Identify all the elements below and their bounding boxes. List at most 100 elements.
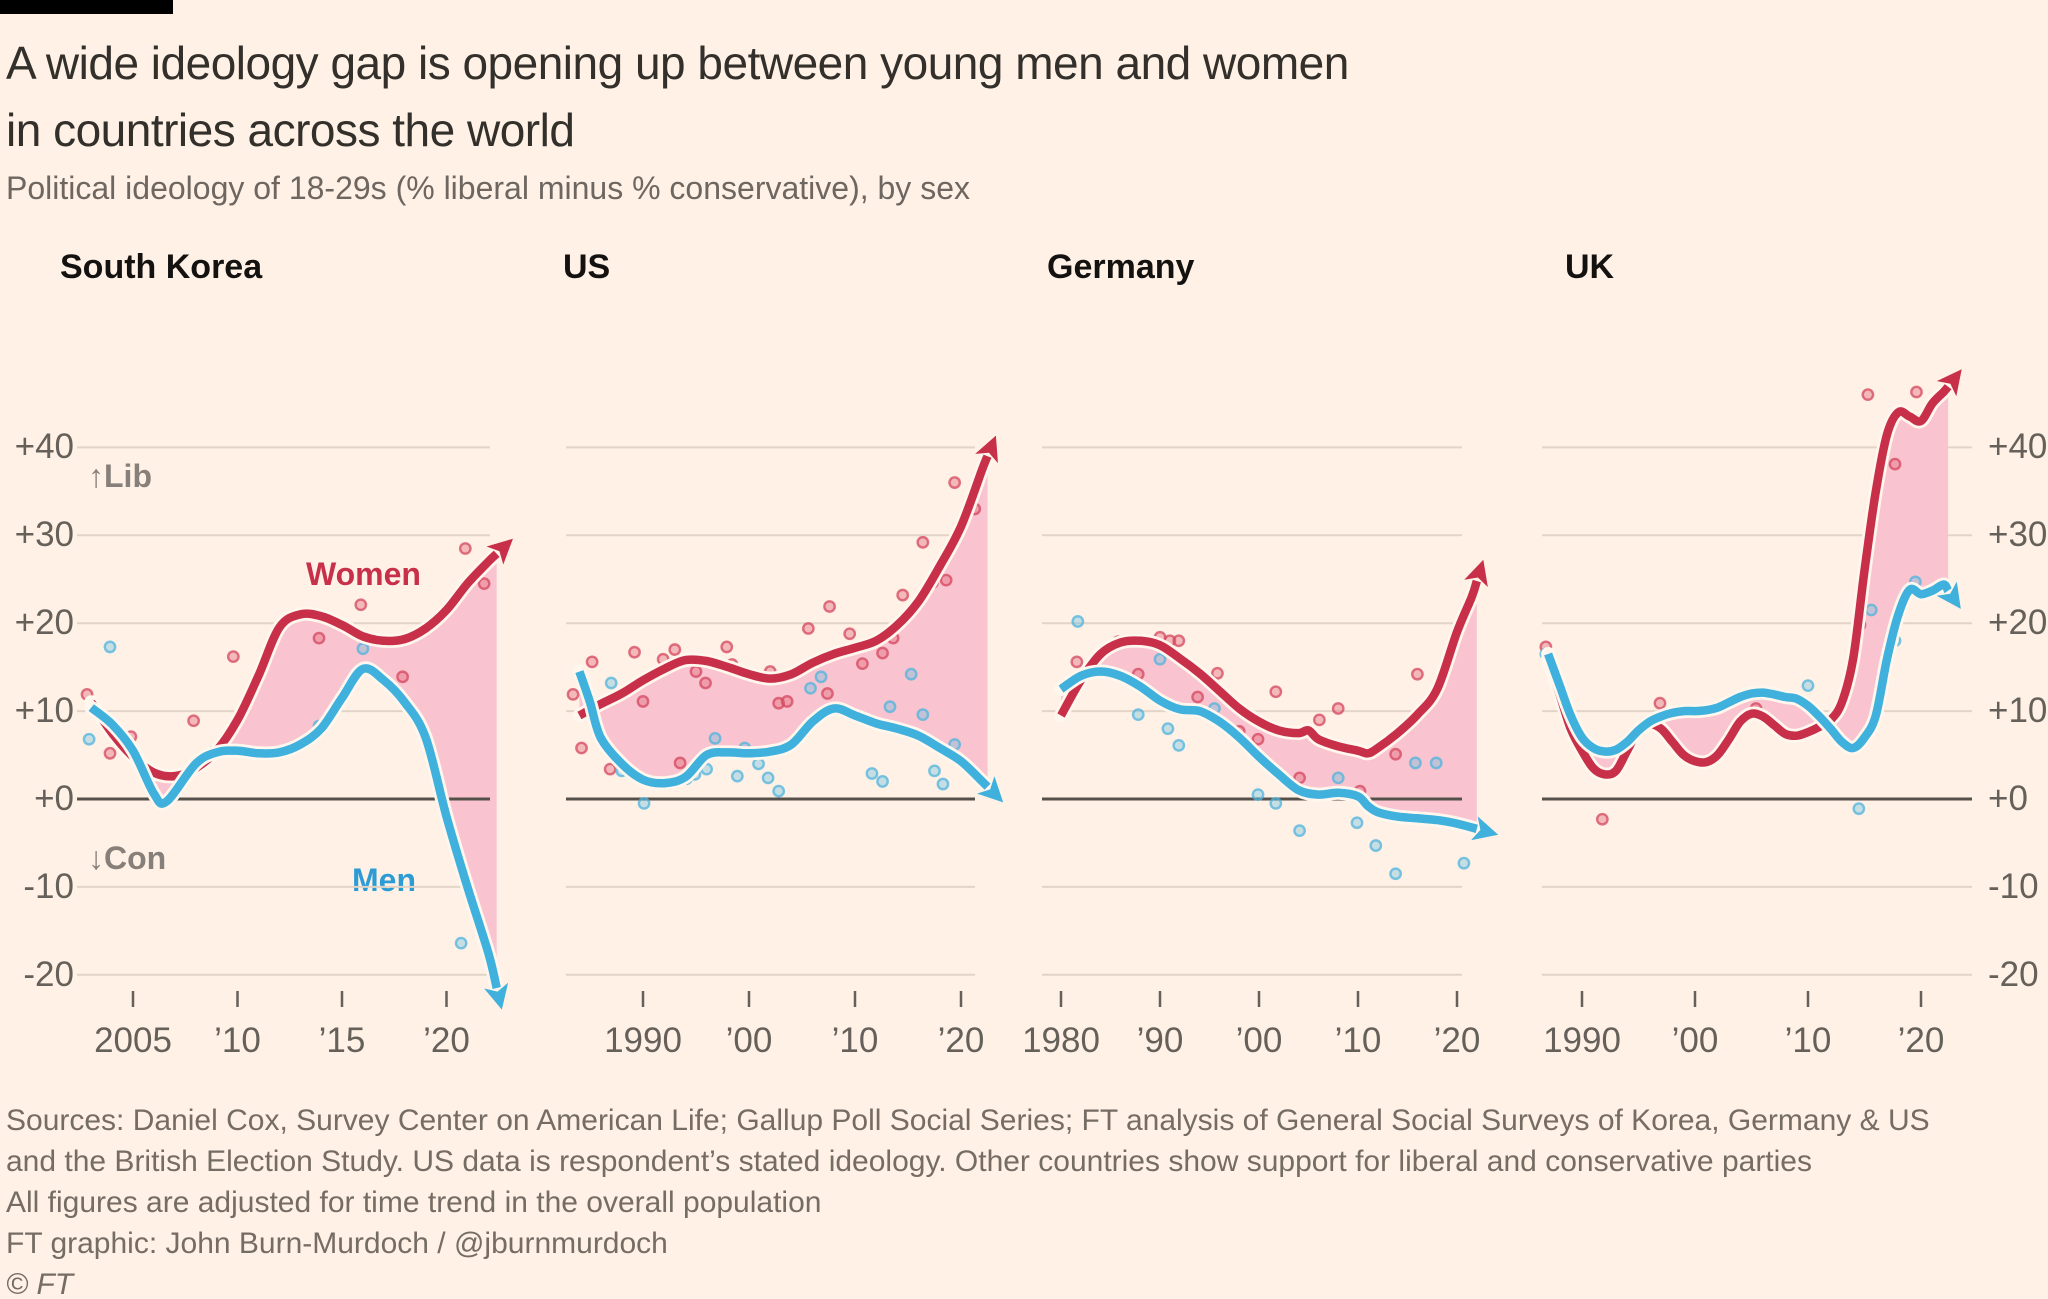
gridlines (1042, 446, 1462, 976)
men-dot (1131, 708, 1145, 722)
men-series-label: Men (352, 862, 416, 898)
women-dot (354, 598, 368, 612)
x-tick-label: 1990 (1543, 1021, 1621, 1060)
women-dot (801, 622, 815, 635)
women-dot (1653, 696, 1667, 710)
x-tick-label: 1990 (604, 1021, 682, 1060)
men-dot (814, 670, 828, 684)
x-tick-label: ’90 (1137, 1021, 1184, 1060)
women-dot (187, 714, 201, 728)
chart-uk: 1990 ’00 ’10 ’20 (1539, 369, 1972, 1060)
y-axis-label-left-0: +0 (34, 779, 74, 818)
women-dot (566, 687, 580, 701)
women-dot (628, 645, 641, 659)
women-dot (939, 573, 953, 587)
chart-south-korea: 2005 ’10 ’15 ’20 (77, 446, 513, 1060)
x-tick-label: ’10 (1335, 1021, 1382, 1060)
women-line (1544, 369, 1962, 779)
x-tick-label: ’20 (423, 1021, 470, 1060)
chart-title-us: US (563, 248, 611, 286)
women-dot (843, 627, 857, 641)
men-dot (876, 775, 889, 788)
women-dot (1910, 385, 1923, 399)
scatter-dots (566, 476, 982, 810)
page-title: A wide ideology gap is opening up betwee… (6, 30, 1706, 164)
women-dot (823, 600, 836, 613)
y-axis-label-right-40: +40 (1988, 427, 2048, 467)
men-dot (772, 784, 786, 798)
source-line: Sources: Daniel Cox, Survey Center on Am… (6, 1104, 1930, 1137)
women-dot (1861, 388, 1875, 402)
women-dot (1312, 713, 1326, 727)
x-tick-label: ’00 (1672, 1021, 1719, 1060)
men-dot (1153, 652, 1167, 666)
men-dot (1801, 679, 1815, 693)
women-dot (1269, 685, 1283, 699)
men-dot (708, 731, 722, 745)
men-dot (1852, 802, 1866, 816)
women-dot (636, 695, 650, 708)
men-dot (604, 676, 618, 690)
women-dot (458, 542, 472, 555)
men-dot (761, 771, 775, 785)
men-dot (730, 769, 744, 783)
y-axis-label-left-30: +30 (14, 515, 74, 555)
women-dot (668, 643, 682, 656)
women-dot (699, 676, 712, 690)
x-tick-label: ’15 (319, 1021, 366, 1060)
men-dot (804, 681, 817, 695)
men-dot (82, 732, 96, 746)
men-dot (1172, 738, 1186, 752)
liberal-direction-label: ↑Lib (88, 458, 152, 494)
y-axis-label-left-10: +10 (14, 691, 74, 731)
women-dot (689, 665, 703, 678)
chart-subtitle: Political ideology of 18-29s (% liberal … (6, 170, 970, 206)
women-dot (948, 476, 962, 489)
men-dot (1269, 796, 1283, 810)
women-dot (1172, 634, 1186, 648)
men-dot (1071, 615, 1085, 628)
women-dot (1389, 747, 1403, 761)
women-dot (575, 741, 588, 755)
gender-gap-band (1061, 581, 1477, 829)
chart-title-south-korea: South Korea (60, 248, 263, 286)
credit-line: FT graphic: John Burn-Murdoch / @jburnmu… (6, 1227, 668, 1260)
y-axis-label-left-20: +20 (14, 603, 74, 643)
x-tick-label: ’00 (1236, 1021, 1283, 1060)
x-tick-label: ’10 (214, 1021, 261, 1060)
women-dot (720, 640, 734, 654)
women-line (87, 538, 513, 781)
copyright-label: © FT (6, 1268, 74, 1299)
title-line-2: in countries across the world (6, 104, 575, 156)
men-dot (1864, 603, 1878, 617)
women-dot (856, 657, 869, 671)
women-dot (780, 695, 794, 708)
women-dot (312, 631, 326, 645)
men-dot (1457, 856, 1471, 870)
women-line (577, 435, 998, 720)
women-dot (585, 655, 599, 669)
men-dot (1369, 839, 1383, 852)
x-axis: 2005 ’10 ’15 ’20 (94, 991, 470, 1060)
y-axis-label-right-0: +0 (1988, 779, 2028, 818)
women-dot (1411, 667, 1424, 681)
men-dot (1409, 756, 1422, 770)
x-tick-label: ’20 (1434, 1021, 1481, 1060)
y-axis-label-right-20: +20 (1988, 603, 2048, 643)
y-axis-label-left--20: -20 (23, 954, 74, 994)
x-axis: 1990 ’00 ’10 ’20 (604, 991, 984, 1060)
men-dot (752, 757, 765, 771)
y-axis-label-right--10: -10 (1988, 866, 2039, 906)
conservative-direction-label: ↓Con (88, 840, 167, 876)
women-dot (103, 746, 117, 760)
men-line (1058, 667, 1499, 841)
men-line (575, 670, 1004, 803)
men-dot (1161, 722, 1175, 736)
men-dot (916, 708, 930, 722)
women-dot (916, 535, 930, 549)
men-dot (865, 767, 879, 780)
y-axis-label-right--20: -20 (1988, 954, 2039, 994)
women-dot (396, 670, 410, 684)
x-axis: 1990 ’00 ’10 ’20 (1543, 991, 1944, 1060)
men-dot (904, 667, 918, 681)
